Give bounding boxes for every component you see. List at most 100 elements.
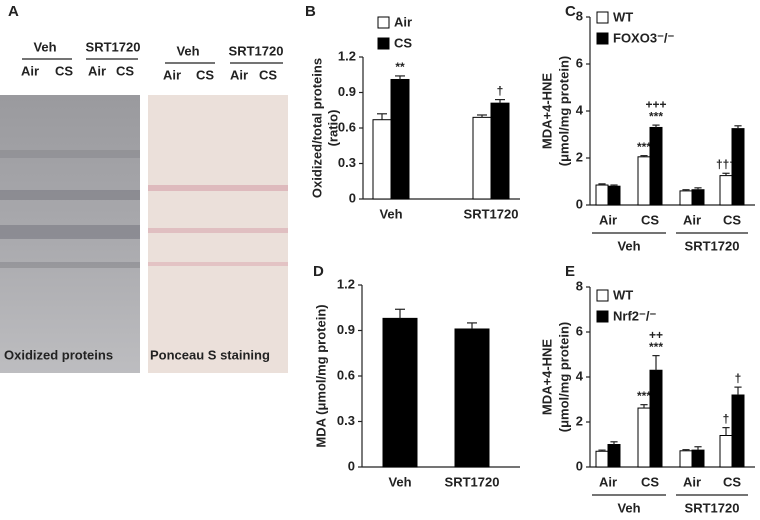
treatment-label: Veh xyxy=(33,39,56,54)
panel-label: B xyxy=(305,3,316,20)
panel-label: C xyxy=(565,3,576,20)
bar xyxy=(637,407,651,468)
y-tick-label: 0 xyxy=(349,190,356,205)
y-axis-label: MDA (μmol/mg protein) xyxy=(313,304,328,447)
y-tick-label: 0.6 xyxy=(337,367,355,382)
exposure-label: Air xyxy=(21,63,39,78)
y-tick-label: 0.9 xyxy=(337,322,355,337)
ponceau-band xyxy=(148,228,288,233)
panel-label: E xyxy=(565,263,575,280)
y-tick-label: 0 xyxy=(576,196,583,211)
legend-label: WT xyxy=(613,287,633,302)
x-tick-label: CS xyxy=(723,212,741,227)
exposure-label: Air xyxy=(88,63,106,78)
group-label: Veh xyxy=(617,238,640,253)
bar xyxy=(607,444,621,468)
blot-panel: A Veh SRT1720 Air CS Air CS Veh SRT1720 … xyxy=(0,3,288,373)
x-tick-label: SRT1720 xyxy=(445,474,500,489)
significance-label: ††† xyxy=(716,157,736,171)
bar xyxy=(382,317,418,468)
y-axis-label: (μmol/mg protein) xyxy=(556,322,571,433)
legend-swatch xyxy=(377,16,390,29)
significance-label: ** xyxy=(395,60,405,74)
significance-label: † xyxy=(723,412,730,426)
group-label: Veh xyxy=(617,500,640,515)
group-label: SRT1720 xyxy=(685,500,740,515)
y-tick-label: 4 xyxy=(576,368,584,383)
exposure-label: CS xyxy=(196,67,214,82)
x-tick-label: Air xyxy=(683,212,701,227)
significance-label: † xyxy=(735,371,742,385)
bar xyxy=(731,394,745,468)
bar xyxy=(691,189,705,206)
x-tick-label: Veh xyxy=(379,206,402,221)
x-tick-label: SRT1720 xyxy=(464,206,519,221)
significance-label: *** xyxy=(637,389,651,403)
bar xyxy=(490,102,510,200)
y-tick-label: 1.2 xyxy=(338,48,356,63)
blot-caption: Ponceau S staining xyxy=(150,347,270,362)
blot-band xyxy=(0,150,140,158)
y-tick-label: 0.6 xyxy=(338,119,356,134)
y-axis-label: MDA+4-HNE xyxy=(539,73,554,150)
bar xyxy=(390,78,410,200)
bar xyxy=(472,116,492,200)
bar xyxy=(454,328,490,468)
y-tick-label: 2 xyxy=(576,149,583,164)
x-tick-label: Air xyxy=(599,474,617,489)
bar xyxy=(679,190,693,206)
exposure-label: CS xyxy=(116,63,134,78)
blot-band xyxy=(0,262,140,268)
y-axis-label: Oxidized/total proteins xyxy=(309,58,324,198)
x-tick-label: Air xyxy=(683,474,701,489)
y-tick-label: 6 xyxy=(576,55,583,70)
ponceau-band xyxy=(148,185,288,191)
bar xyxy=(372,119,392,200)
significance-label: *** xyxy=(637,140,651,154)
bar xyxy=(595,450,609,468)
legend-swatch xyxy=(596,310,609,323)
legend-label: FOXO3⁻/⁻ xyxy=(613,30,675,45)
y-tick-label: 0.3 xyxy=(337,413,355,428)
exposure-label: Air xyxy=(163,67,181,82)
bar xyxy=(691,449,705,468)
legend-label: Nrf2⁻/⁻ xyxy=(613,308,656,323)
significance-label: *** xyxy=(649,109,663,123)
legend-label: Air xyxy=(394,14,412,29)
y-tick-label: 4 xyxy=(576,102,584,117)
legend-label: WT xyxy=(613,9,633,24)
blot-caption: Oxidized proteins xyxy=(4,347,113,362)
treatment-label: Veh xyxy=(176,43,199,58)
group-label: SRT1720 xyxy=(685,238,740,253)
y-tick-label: 0 xyxy=(576,458,583,473)
treatment-label: SRT1720 xyxy=(229,43,284,58)
significance-label: +++ xyxy=(645,97,666,111)
x-tick-label: CS xyxy=(641,212,659,227)
y-tick-label: 1.2 xyxy=(337,276,355,291)
y-tick-label: 8 xyxy=(576,8,583,23)
legend-swatch xyxy=(596,32,609,45)
ponceau-band xyxy=(148,262,288,266)
legend-swatch xyxy=(377,37,390,50)
legend-swatch xyxy=(596,11,609,24)
bar xyxy=(595,184,609,206)
y-axis-label: (μmol/mg protein) xyxy=(556,56,571,167)
bar xyxy=(637,156,651,206)
significance-label: ++ xyxy=(649,328,663,342)
legend-swatch xyxy=(596,289,609,302)
ponceau-image xyxy=(148,95,288,373)
bar xyxy=(607,185,621,206)
significance-label: *** xyxy=(649,340,663,354)
panel-label: A xyxy=(8,3,19,20)
bar xyxy=(719,435,733,468)
exposure-label: CS xyxy=(55,63,73,78)
legend-label: CS xyxy=(394,35,412,50)
bar xyxy=(731,128,745,206)
bar xyxy=(649,126,663,206)
y-tick-label: 8 xyxy=(576,278,583,293)
blot-band xyxy=(0,225,140,239)
y-axis-label: MDA+4-HNE xyxy=(539,339,554,416)
blot-band xyxy=(0,190,140,200)
x-tick-label: Veh xyxy=(388,474,411,489)
